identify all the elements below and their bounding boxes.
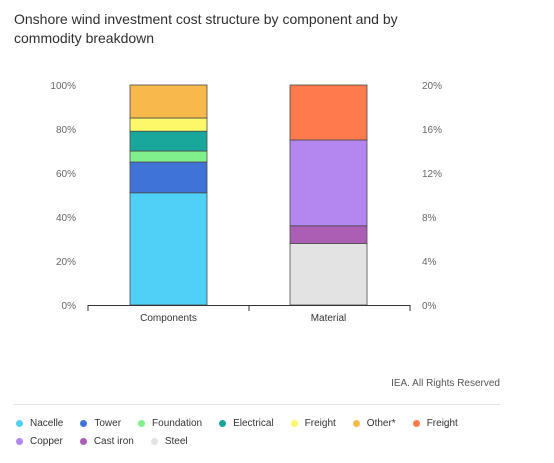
divider (14, 404, 500, 405)
legend-item[interactable]: Steel (150, 436, 188, 447)
legend-label: Tower (94, 418, 122, 429)
bar-segment-material-steel (289, 242, 368, 306)
legend-row-2: Copper Cast iron Steel (16, 436, 205, 447)
bar-segment-material-copper (289, 139, 368, 227)
legend-item[interactable]: Cast iron (79, 436, 134, 447)
bar-segment-material-cast-iron (289, 225, 368, 244)
right-axis-tick-label: 12% (422, 169, 442, 180)
legend-swatch-icon (150, 438, 158, 445)
legend-swatch-icon (16, 420, 23, 427)
left-axis-tick-label: 20% (56, 257, 76, 268)
legend-item[interactable]: Copper (16, 436, 63, 447)
left-axis-tick-label: 80% (56, 125, 76, 136)
legend-swatch-icon (138, 420, 146, 427)
legend-row-1: Nacelle Tower Foundation Electrical Freight O… (16, 418, 475, 429)
legend-label: Freight (304, 418, 336, 429)
left-axis-tick-label: 40% (56, 213, 76, 224)
left-axis-tick-label: 0% (62, 301, 77, 312)
legend-label: Other* (366, 418, 396, 429)
source-note: IEA. All Rights Reserved (391, 378, 500, 389)
bar-segment-components-foundation (129, 150, 208, 163)
right-axis-tick-label: 0% (422, 301, 437, 312)
legend-label: Foundation (152, 418, 203, 429)
legend-label: Steel (164, 436, 188, 447)
legend-swatch-icon (16, 438, 23, 445)
category-label: Components (140, 313, 197, 324)
legend-item[interactable]: Freight (412, 418, 458, 429)
bar-segment-components-other (129, 84, 208, 119)
right-axis-tick-label: 4% (422, 257, 437, 268)
bar-segment-material-freight (289, 84, 368, 141)
legend-item[interactable]: Freight (290, 418, 336, 429)
bar-segment-components-tower (129, 161, 208, 194)
legend-swatch-icon (219, 420, 227, 427)
legend-item[interactable]: Foundation (138, 418, 202, 429)
legend-item[interactable]: Tower (80, 418, 121, 429)
left-axis-tick-label: 100% (50, 81, 76, 92)
bar-segment-components-electrical (129, 130, 208, 152)
legend-swatch-icon (80, 420, 88, 427)
right-axis-tick-label: 20% (422, 81, 442, 92)
legend-label: Copper (30, 436, 63, 447)
legend-label: Freight (426, 418, 458, 429)
legend-swatch-icon (290, 420, 298, 427)
right-axis-tick-label: 8% (422, 213, 437, 224)
legend-item[interactable]: Nacelle (16, 418, 63, 429)
stacked-bar-chart: 0% 20% 40% 60% 80% 100% 0% 4% 8% 12% 16% 20% Compone… (50, 81, 442, 324)
chart-title: Onshore wind investment cost structure b… (14, 11, 398, 46)
bar-segment-components-freight (129, 117, 208, 132)
legend-swatch-icon (352, 420, 360, 427)
legend-swatch-icon (79, 438, 87, 445)
legend-item[interactable]: Electrical (219, 418, 274, 429)
legend-label: Nacelle (30, 418, 64, 429)
legend-item[interactable]: Other* (352, 418, 396, 429)
category-label: Material (311, 313, 347, 324)
bar-segment-components-nacelle (129, 192, 208, 306)
right-axis-tick-label: 16% (422, 125, 442, 136)
legend-swatch-icon (412, 420, 420, 427)
left-axis-tick-label: 60% (56, 169, 76, 180)
legend-label: Cast iron (93, 436, 134, 447)
legend-label: Electrical (233, 418, 274, 429)
